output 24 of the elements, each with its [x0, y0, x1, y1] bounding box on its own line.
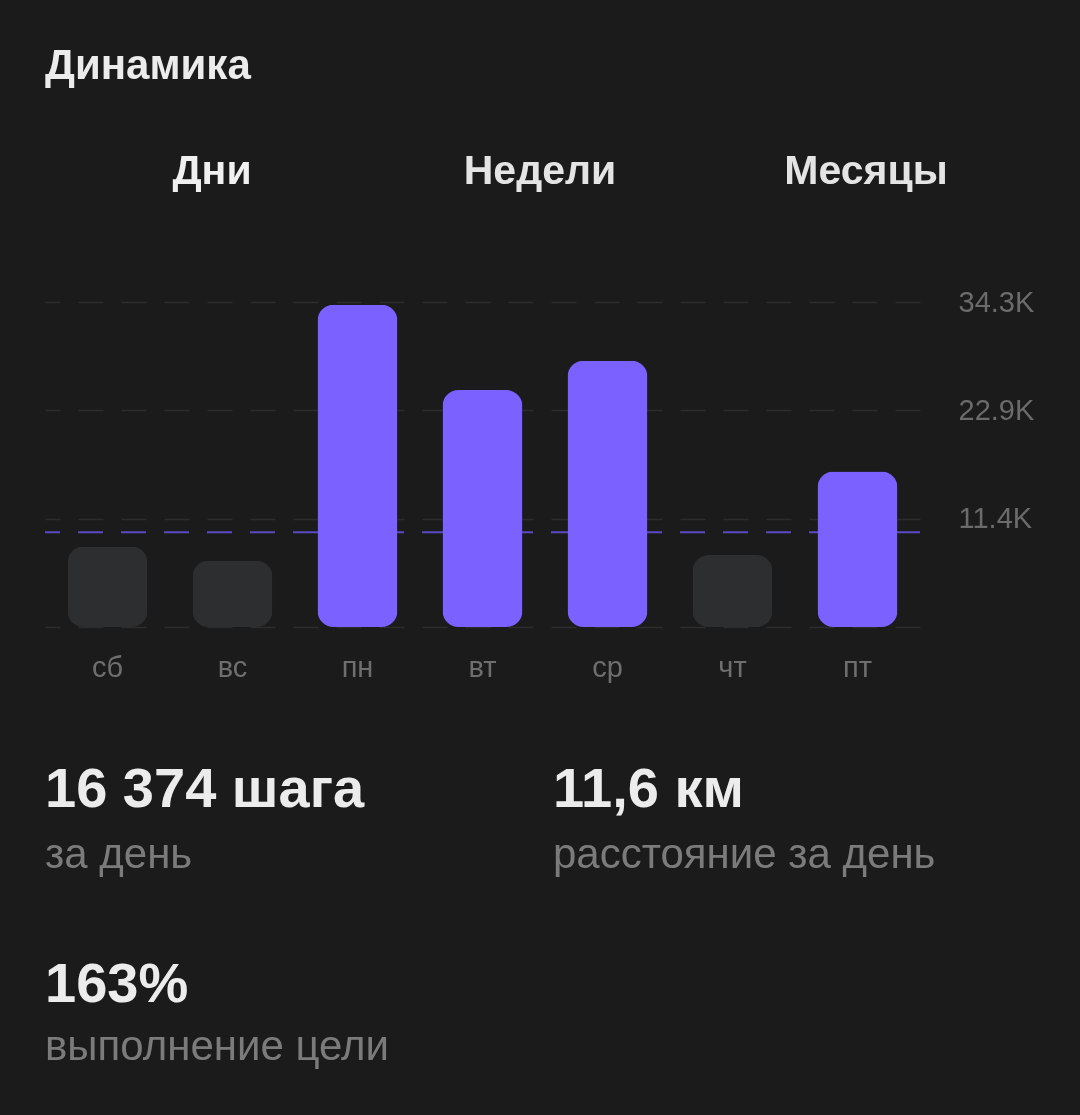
x-tick-label: вт — [468, 650, 497, 683]
x-tick-label: пн — [341, 650, 374, 683]
y-tick-label: 34.3K — [958, 285, 1035, 318]
x-tick-label: чт — [718, 650, 747, 683]
text: за день — [45, 830, 193, 877]
bar — [817, 471, 898, 627]
x-tick-label: вс — [217, 650, 248, 683]
x-tick-label: пт — [843, 650, 872, 683]
bar — [317, 304, 398, 627]
bar — [567, 360, 648, 627]
x-tick-label: ср — [592, 650, 623, 683]
text: Недели — [463, 147, 617, 193]
x-tick-label: сб — [91, 650, 124, 683]
y-tick-label: 11.4K — [958, 502, 1033, 535]
chart-title: Динамика — [45, 41, 252, 88]
text: расстояние за день — [553, 830, 936, 877]
text: Дни — [172, 147, 252, 193]
text: Месяцы — [784, 147, 948, 193]
bar — [442, 390, 523, 627]
text: выполнение цели — [45, 1022, 389, 1069]
y-tick-label: 22.9K — [958, 393, 1035, 426]
text: 16 374 шага — [45, 756, 365, 819]
text: 163% — [45, 951, 189, 1014]
text: 11,6 км — [553, 756, 744, 819]
